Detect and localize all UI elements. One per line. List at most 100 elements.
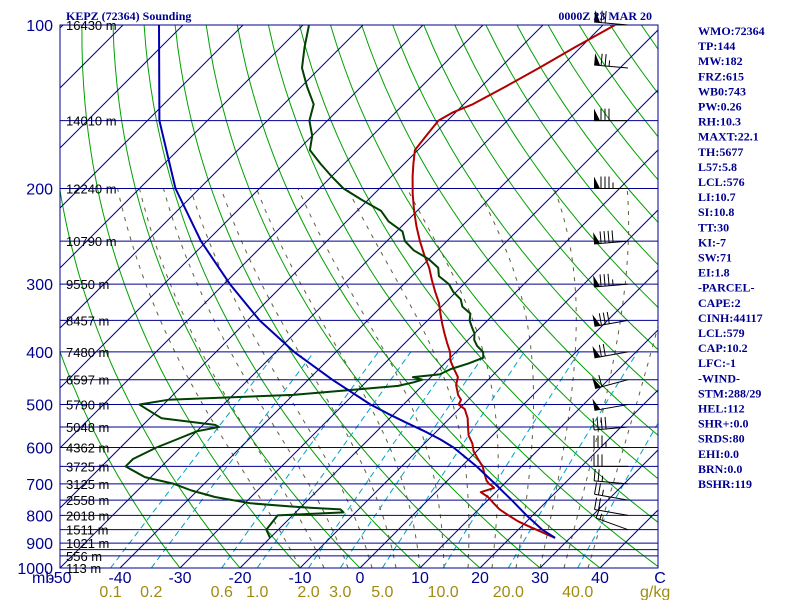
height-label: 1021 m — [66, 536, 109, 551]
index-entry: CAP:10.2 — [698, 341, 748, 355]
pressure-tick-label: 400 — [26, 345, 53, 362]
isotherm — [60, 25, 544, 509]
mixing-ratio-line — [110, 351, 278, 568]
temperature-tick-label: -20 — [228, 570, 251, 587]
index-entry: -PARCEL- — [698, 281, 754, 295]
mixing-ratio-line — [150, 351, 315, 568]
height-label: 4362 m — [66, 441, 109, 456]
mixing-ratio-unit: g/kg — [640, 584, 670, 600]
height-label: 6597 m — [66, 373, 109, 388]
dry-adiabat — [205, 25, 541, 568]
mixing-ratio-line — [221, 351, 379, 568]
height-label: 5048 m — [66, 420, 109, 435]
dry-adiabat — [547, 25, 658, 181]
wind-barb — [592, 311, 629, 327]
height-label: 1511 m — [66, 523, 108, 538]
pressure-tick-label: 700 — [26, 477, 53, 494]
dewpoint-profile — [124, 25, 485, 539]
isotherm — [479, 389, 658, 568]
mixing-ratio-label: 40.0 — [562, 584, 593, 600]
wind-barb — [593, 454, 628, 467]
wind-barb — [593, 273, 629, 288]
celsius-unit-label: C — [654, 570, 666, 587]
dry-adiabat — [236, 25, 601, 568]
index-entry: KI:-7 — [698, 235, 726, 249]
index-entry: TT:30 — [698, 220, 729, 234]
index-entry: CAPE:2 — [698, 296, 741, 310]
wind-barb — [594, 108, 628, 122]
height-label: 5790 m — [66, 398, 109, 413]
index-entry: MAXT:22.1 — [698, 130, 759, 144]
height-label: 9550 m — [66, 277, 109, 292]
temperature-tick-label: -30 — [168, 570, 191, 587]
index-entry: WB0:743 — [698, 84, 746, 98]
wind-barb — [593, 468, 629, 485]
profile-lines — [124, 25, 616, 539]
temperature-tick-label: -50 — [48, 570, 71, 587]
dry-adiabat — [174, 25, 481, 568]
moist-adiabat — [163, 188, 349, 568]
index-entry: EI:1.8 — [698, 266, 730, 280]
mixing-ratio-label: 5.0 — [371, 584, 393, 600]
index-entry: LCL:576 — [698, 175, 745, 189]
mixing-ratio-label: 2.0 — [297, 584, 319, 600]
height-label: 3125 m — [66, 477, 109, 492]
index-entry: EHI:0.0 — [698, 447, 739, 461]
index-entry: FRZ:615 — [698, 69, 744, 83]
chart-title: KEPZ (72364) Sounding — [66, 9, 191, 23]
pressure-tick-label: 900 — [26, 536, 53, 553]
parcel-profile — [158, 25, 556, 539]
mixing-ratio-label: 0.2 — [140, 584, 162, 600]
index-entry: RH:10.3 — [698, 115, 741, 129]
isotherm — [179, 89, 658, 568]
isotherm — [239, 149, 658, 568]
index-entry: WMO:72364 — [698, 24, 765, 38]
chart-time: 0000Z 23 MAR 20 — [558, 9, 652, 23]
mb-unit-label: mb — [32, 570, 54, 587]
temperature-profile — [411, 25, 616, 539]
plot-frame — [59, 24, 659, 569]
pressure-tick-label: 300 — [26, 277, 53, 294]
wind-barb — [595, 506, 629, 531]
wind-barb — [593, 230, 629, 245]
index-entry: SRDS:80 — [698, 432, 745, 446]
wind-barb — [592, 344, 629, 359]
moist-adiabat — [476, 188, 534, 568]
pressure-tick-label: 200 — [26, 181, 53, 198]
moist-adiabat — [190, 188, 373, 568]
index-entry: MW:182 — [698, 54, 743, 68]
temperature-tick-label: 30 — [531, 570, 549, 587]
wind-barb — [594, 10, 629, 26]
isotherm — [60, 25, 364, 329]
index-entry: LCL:579 — [698, 326, 745, 340]
height-label: 556 m — [66, 549, 102, 564]
index-entry: PW:0.26 — [698, 100, 742, 114]
isotherm — [119, 29, 658, 568]
dry-adiabat — [485, 25, 658, 266]
isotherm — [60, 25, 424, 389]
wind-barb — [592, 416, 629, 431]
isotherm — [60, 25, 244, 209]
background-lines — [59, 24, 659, 569]
mixing-ratio-label: 0.1 — [99, 584, 121, 600]
wind-barb — [594, 176, 628, 189]
wind-barbs — [592, 10, 629, 531]
wind-barb — [594, 497, 629, 516]
height-label: 113 m — [66, 561, 101, 576]
isotherm — [60, 25, 184, 149]
index-entry: TH:5677 — [698, 145, 743, 159]
mixing-ratio-line — [308, 351, 458, 568]
height-label: 16430 m — [66, 18, 117, 33]
height-label: 10790 m — [66, 234, 117, 249]
height-label: 3725 m — [66, 459, 109, 474]
pressure-tick-label: 500 — [26, 398, 53, 415]
index-entry: L57:5.8 — [698, 160, 737, 174]
index-entry: LI:10.7 — [698, 190, 736, 204]
temperature-tick-label: 10 — [411, 570, 429, 587]
height-label: 8457 m — [66, 313, 109, 328]
mixing-ratio-label: 1.0 — [246, 584, 268, 600]
temperature-tick-label: -40 — [108, 570, 131, 587]
